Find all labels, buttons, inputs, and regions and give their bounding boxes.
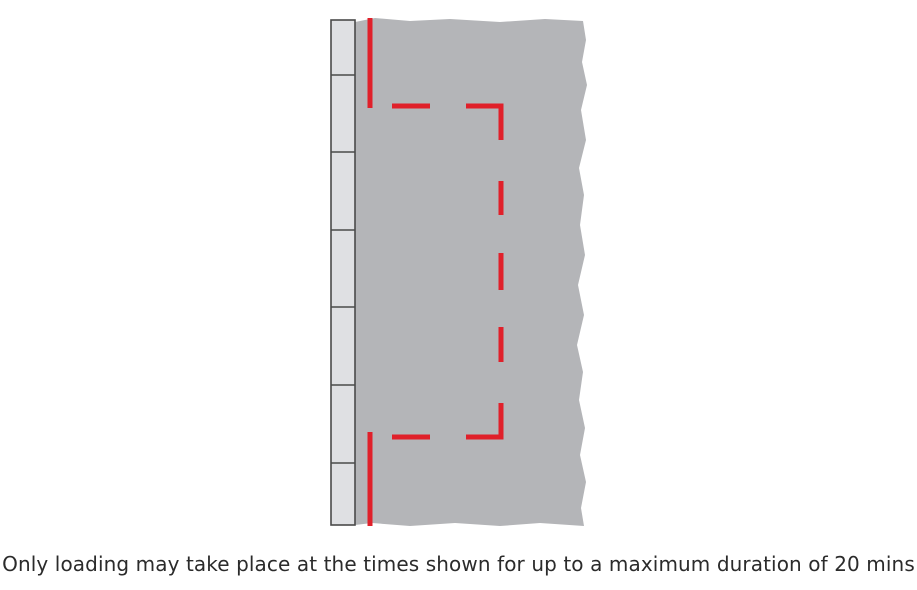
bay-corner-top (466, 103, 504, 140)
diagram-caption: Only loading may take place at the times… (2, 552, 915, 576)
kerb-strip (330, 19, 356, 526)
loading-bay-marking (367, 18, 504, 526)
kerb (330, 19, 356, 526)
road-marking-diagram (330, 18, 587, 526)
road-surface (355, 18, 587, 526)
bay-corner-bottom (466, 403, 504, 440)
